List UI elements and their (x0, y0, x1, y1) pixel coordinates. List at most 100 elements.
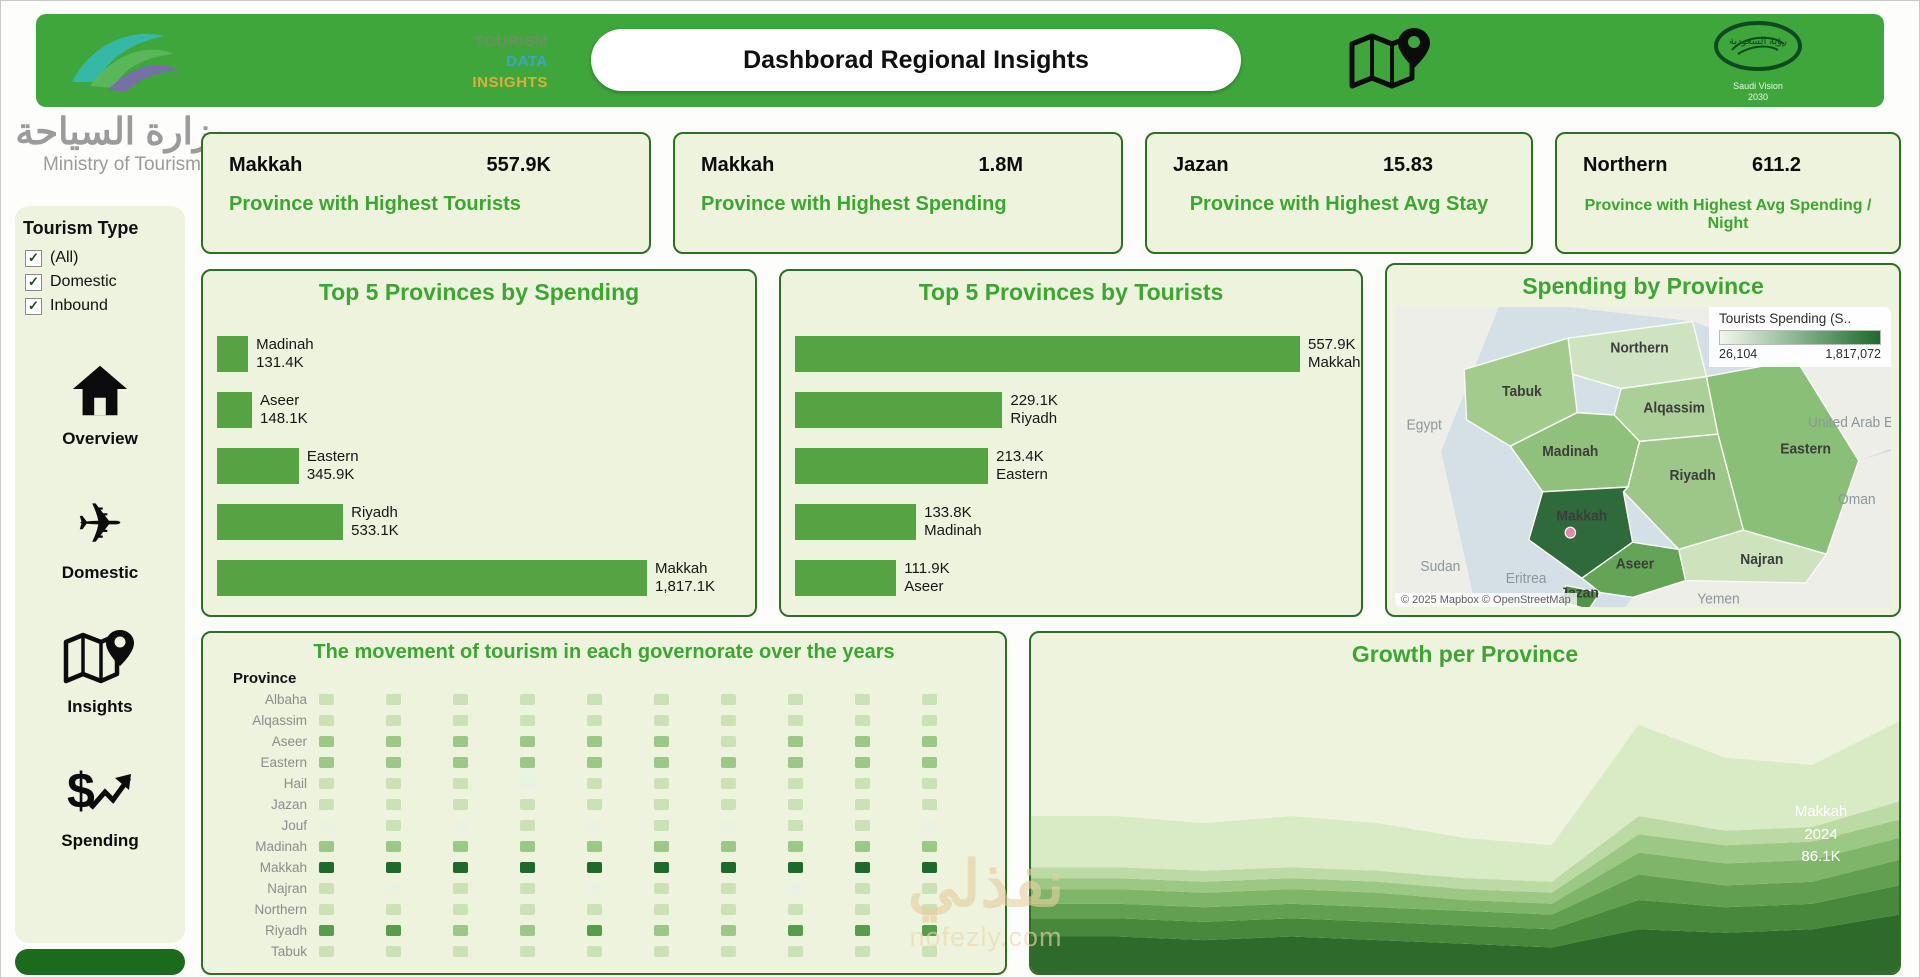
heatmap-cell[interactable] (788, 715, 803, 726)
heatmap-cell[interactable] (654, 757, 669, 768)
heatmap-cell[interactable] (453, 820, 468, 831)
heatmap-cell[interactable] (386, 778, 401, 789)
heatmap-cell[interactable] (654, 694, 669, 705)
bar-row-aseer[interactable]: 111.9K Aseer (795, 550, 1361, 606)
heatmap-cell[interactable] (453, 925, 468, 936)
growth-band-4[interactable] (1031, 838, 1899, 915)
heatmap-cell[interactable] (319, 799, 334, 810)
bar-riyadh[interactable] (217, 504, 344, 540)
heatmap-cell[interactable] (453, 841, 468, 852)
heatmap-cell[interactable] (855, 736, 870, 747)
heatmap-cell[interactable] (855, 862, 870, 873)
heatmap-cell[interactable] (922, 862, 937, 873)
filter-inbound[interactable]: Inbound (25, 297, 185, 315)
sidebar-item-overview[interactable]: Overview (15, 359, 185, 449)
heatmap-cell[interactable] (520, 820, 535, 831)
heatmap-cell[interactable] (453, 778, 468, 789)
heatmap-cell[interactable] (520, 925, 535, 936)
heatmap-cell[interactable] (721, 820, 736, 831)
bar-aseer[interactable] (795, 560, 897, 596)
filter-domestic[interactable]: Domestic (25, 273, 185, 291)
heatmap-cell[interactable] (520, 883, 535, 894)
checkbox-domestic[interactable] (25, 273, 42, 291)
heatmap-cell[interactable] (386, 715, 401, 726)
heatmap-cell[interactable] (587, 694, 602, 705)
heatmap-cell[interactable] (587, 736, 602, 747)
heatmap-cell[interactable] (922, 799, 937, 810)
heatmap-cell[interactable] (453, 946, 468, 957)
heatmap-cell[interactable] (319, 925, 334, 936)
growth-band-2[interactable] (1031, 885, 1899, 948)
heatmap-cell[interactable] (520, 799, 535, 810)
heatmap-cell[interactable] (453, 862, 468, 873)
heatmap-cell[interactable] (654, 925, 669, 936)
heatmap-cell[interactable] (453, 736, 468, 747)
heatmap-cell[interactable] (654, 799, 669, 810)
heatmap-cell[interactable] (319, 715, 334, 726)
heatmap-cell[interactable] (520, 904, 535, 915)
heatmap-cell[interactable] (386, 736, 401, 747)
heatmap-cell[interactable] (386, 841, 401, 852)
heatmap-cell[interactable] (386, 694, 401, 705)
heatmap-cell[interactable] (788, 778, 803, 789)
heatmap-cell[interactable] (721, 883, 736, 894)
heatmap-cell[interactable] (319, 904, 334, 915)
heatmap-cell[interactable] (721, 862, 736, 873)
checkbox-inbound[interactable] (25, 297, 42, 315)
heatmap-cell[interactable] (788, 820, 803, 831)
heatmap-cell[interactable] (520, 841, 535, 852)
bar-row-eastern[interactable]: Eastern 345.9K (217, 438, 755, 494)
heatmap-cell[interactable] (721, 736, 736, 747)
heatmap-cell[interactable] (587, 778, 602, 789)
heatmap-cell[interactable] (386, 799, 401, 810)
heatmap-cell[interactable] (654, 841, 669, 852)
heatmap-cell[interactable] (520, 736, 535, 747)
heatmap-cell[interactable] (520, 946, 535, 957)
bar-madinah[interactable] (795, 504, 917, 540)
heatmap-cell[interactable] (721, 904, 736, 915)
growth-band-6[interactable] (1031, 801, 1899, 893)
heatmap-cell[interactable] (855, 904, 870, 915)
heatmap-cell[interactable] (721, 841, 736, 852)
heatmap-cell[interactable] (922, 778, 937, 789)
heatmap-cell[interactable] (520, 757, 535, 768)
heatmap-cell[interactable] (922, 925, 937, 936)
heatmap-cell[interactable] (654, 778, 669, 789)
map-region-najran[interactable] (1677, 529, 1828, 584)
heatmap-cell[interactable] (922, 904, 937, 915)
bar-eastern[interactable] (217, 448, 299, 484)
bar-eastern[interactable] (795, 448, 989, 484)
heatmap-cell[interactable] (386, 862, 401, 873)
heatmap-cell[interactable] (855, 715, 870, 726)
heatmap-cell[interactable] (386, 757, 401, 768)
heatmap-cell[interactable] (319, 778, 334, 789)
heatmap-cell[interactable] (319, 736, 334, 747)
bar-row-madinah[interactable]: 133.8K Madinah (795, 494, 1361, 550)
heatmap-cell[interactable] (922, 736, 937, 747)
heatmap-cell[interactable] (788, 883, 803, 894)
heatmap-cell[interactable] (855, 946, 870, 957)
bar-row-aseer[interactable]: Aseer 148.1K (217, 382, 755, 438)
filter-all[interactable]: (All) (25, 249, 185, 267)
heatmap-cell[interactable] (520, 715, 535, 726)
heatmap-cell[interactable] (654, 904, 669, 915)
heatmap-cell[interactable] (453, 694, 468, 705)
heatmap-cell[interactable] (654, 715, 669, 726)
heatmap-cell[interactable] (587, 904, 602, 915)
heatmap-cell[interactable] (788, 925, 803, 936)
heatmap-cell[interactable] (587, 862, 602, 873)
heatmap-cell[interactable] (319, 820, 334, 831)
heatmap-cell[interactable] (788, 799, 803, 810)
heatmap-cell[interactable] (654, 946, 669, 957)
heatmap-cell[interactable] (855, 694, 870, 705)
heatmap-cell[interactable] (587, 715, 602, 726)
heatmap-cell[interactable] (319, 694, 334, 705)
heatmap-cell[interactable] (587, 841, 602, 852)
heatmap-cell[interactable] (922, 883, 937, 894)
sidebar-item-domestic[interactable]: ✈ Domestic (15, 493, 185, 583)
heatmap-cell[interactable] (855, 799, 870, 810)
heatmap-cell[interactable] (654, 820, 669, 831)
bar-riyadh[interactable] (795, 392, 1003, 428)
heatmap-cell[interactable] (922, 946, 937, 957)
bar-row-eastern[interactable]: 213.4K Eastern (795, 438, 1361, 494)
